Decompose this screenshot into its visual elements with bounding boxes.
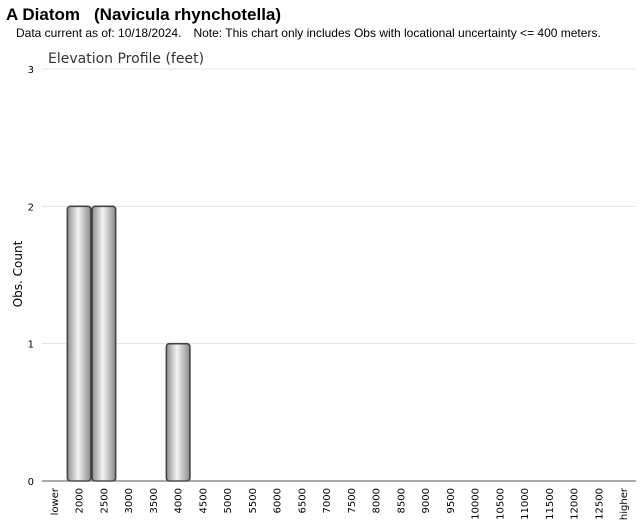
x-tick-label: 6000 <box>273 488 284 513</box>
x-tick-label: 12000 <box>570 488 581 520</box>
x-tick-label: 5500 <box>248 488 259 513</box>
x-tick-label: 3500 <box>149 488 160 513</box>
bar-2500 <box>91 205 117 482</box>
x-tick-label: 9000 <box>421 488 432 513</box>
x-tick-label: 7500 <box>347 488 358 513</box>
chart-title: Elevation Profile (feet) <box>48 51 204 67</box>
scientific-name: (Navicula rhynchotella) <box>94 5 282 24</box>
x-tick-label: higher <box>619 487 630 520</box>
x-tick-label: 8000 <box>372 488 383 513</box>
page-title: A Diatom (Navicula rhynchotella) <box>6 5 281 25</box>
gridlines <box>42 68 636 345</box>
x-tick-label: lower <box>50 487 61 515</box>
x-tick-label: 7000 <box>322 488 333 513</box>
bar-4000 <box>165 342 191 482</box>
bar-2000 <box>66 205 92 482</box>
data-current-text: Data current as of: 10/18/2024. <box>16 26 182 40</box>
y-tick-label: 3 <box>28 65 34 76</box>
data-note-line: Data current as of: 10/18/2024. Note: Thi… <box>16 26 601 40</box>
uncertainty-note: Note: This chart only includes Obs with … <box>193 26 601 40</box>
x-tick-label: 2500 <box>99 488 110 513</box>
x-tick-label: 11500 <box>545 488 556 520</box>
x-tick-label: 3000 <box>124 488 135 513</box>
x-tick-label: 2000 <box>75 488 86 513</box>
x-tick-label: 6500 <box>297 488 308 513</box>
x-tick-label: 9500 <box>446 488 457 513</box>
y-axis-label: Obs. Count <box>11 240 25 307</box>
x-tick-label: 12500 <box>594 488 605 520</box>
x-tick-label: 8500 <box>396 488 407 513</box>
y-tick-label: 1 <box>28 340 34 351</box>
x-tick-labels: lower 2000 2500 3000 3500 4000 4500 5000 5500 600… <box>50 487 630 520</box>
x-tick-label: 10500 <box>495 488 506 520</box>
y-tick-label: 2 <box>28 202 34 213</box>
y-tick-labels: 0 1 2 3 <box>28 65 34 488</box>
x-tick-label: 10000 <box>471 488 482 520</box>
x-tick-label: 4000 <box>174 488 185 513</box>
x-tick-label: 11000 <box>520 488 531 520</box>
common-name: A Diatom <box>6 5 80 24</box>
y-tick-label: 0 <box>28 477 34 488</box>
x-tick-label: 4500 <box>198 488 209 513</box>
x-tick-label: 5000 <box>223 488 234 513</box>
